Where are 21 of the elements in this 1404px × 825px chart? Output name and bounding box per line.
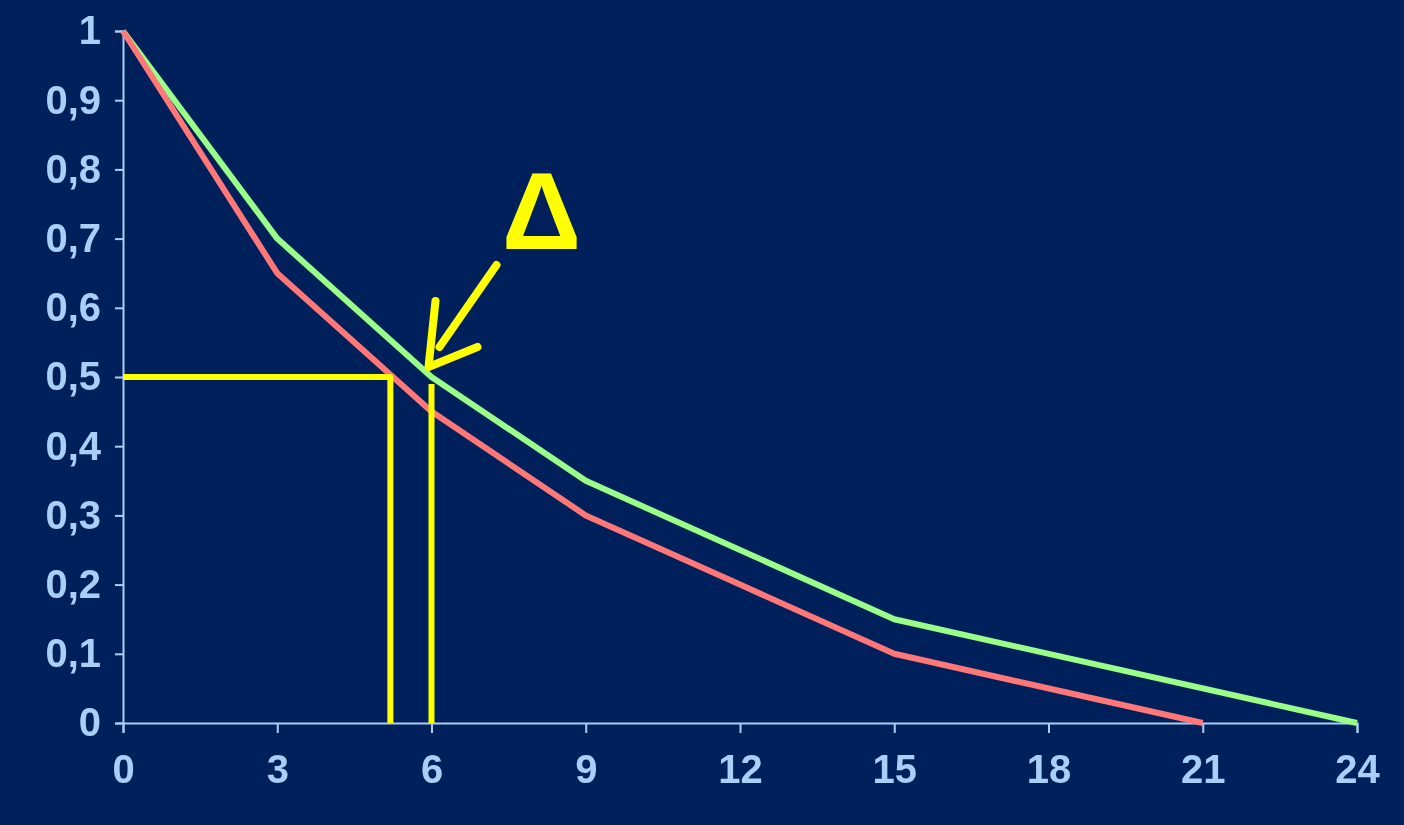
- x-tick-label: 15: [872, 747, 917, 791]
- y-tick-label: 0,1: [45, 631, 101, 676]
- x-tick-label: 3: [266, 747, 289, 791]
- y-tick-label: 0,3: [45, 492, 101, 537]
- x-tick-label: 18: [1026, 747, 1072, 791]
- y-tick-label: 0,5: [45, 354, 101, 399]
- x-tick-label: 12: [718, 747, 763, 791]
- y-tick-label: 0,4: [45, 423, 102, 468]
- x-tick-label: 6: [420, 747, 444, 791]
- x-tick-label: 21: [1181, 747, 1226, 791]
- x-tick-label: 24: [1335, 747, 1381, 791]
- y-tick-label: 0,9: [45, 77, 101, 122]
- x-tick-label: 9: [575, 747, 598, 791]
- y-tick-label: 0: [78, 700, 101, 745]
- y-tick-label: 1: [78, 8, 101, 53]
- y-tick-label: 0,7: [45, 215, 101, 260]
- y-tick-label: 0,6: [45, 285, 101, 330]
- x-tick-label: 0: [112, 747, 135, 791]
- annotation: Δ: [501, 149, 582, 272]
- y-tick-label: 0,8: [45, 146, 101, 191]
- y-tick-label: 0,2: [45, 561, 101, 606]
